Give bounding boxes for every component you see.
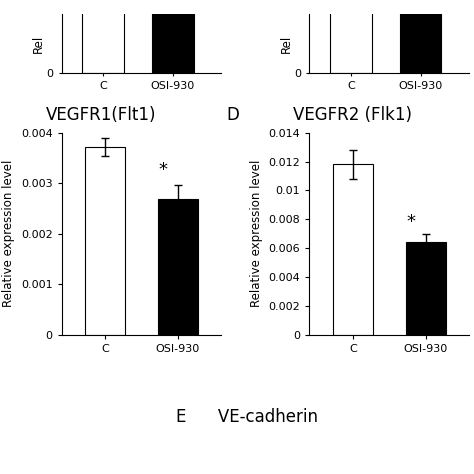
Bar bbox=[406, 242, 446, 335]
Bar bbox=[82, 0, 124, 73]
Bar bbox=[152, 0, 194, 73]
Bar bbox=[333, 164, 373, 335]
Text: *: * bbox=[407, 213, 416, 231]
Y-axis label: Relative expression level: Relative expression level bbox=[250, 160, 263, 308]
Text: VEGFR2 (Flk1): VEGFR2 (Flk1) bbox=[293, 106, 412, 124]
Bar bbox=[330, 0, 372, 73]
Bar bbox=[400, 0, 441, 73]
Text: D: D bbox=[226, 106, 239, 124]
Y-axis label: Rel: Rel bbox=[280, 35, 292, 53]
Text: E      VE-cadherin: E VE-cadherin bbox=[176, 408, 318, 426]
Bar bbox=[158, 200, 198, 335]
Bar bbox=[85, 147, 125, 335]
Y-axis label: Rel: Rel bbox=[32, 35, 45, 53]
Text: VEGFR1(Flt1): VEGFR1(Flt1) bbox=[46, 106, 156, 124]
Text: *: * bbox=[159, 161, 168, 179]
Y-axis label: Relative expression level: Relative expression level bbox=[2, 160, 15, 308]
